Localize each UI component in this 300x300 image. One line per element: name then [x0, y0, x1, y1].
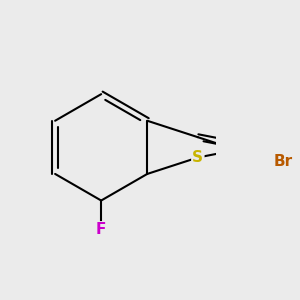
Text: S: S: [192, 150, 203, 165]
Text: F: F: [96, 222, 106, 237]
Text: Br: Br: [274, 154, 293, 169]
